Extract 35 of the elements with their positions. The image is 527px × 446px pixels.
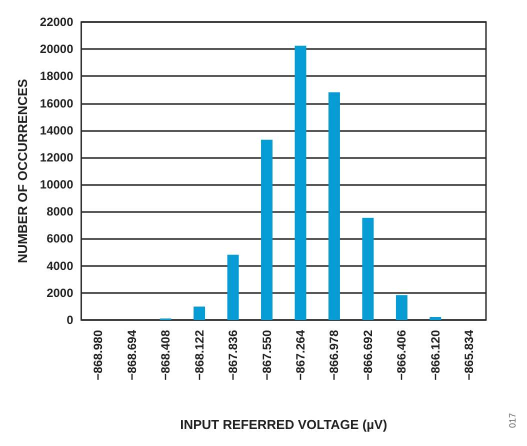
- x-tick-label: −867.264: [294, 330, 308, 380]
- x-tick-label: −868.122: [192, 330, 206, 380]
- y-axis-title: NUMBER OF OCCURRENCES: [15, 78, 30, 264]
- y-tick-label: 2000: [46, 286, 74, 300]
- y-tick-label: 12000: [40, 150, 74, 164]
- y-tick-label: 0: [66, 313, 74, 327]
- x-tick-label: −865.834: [462, 330, 476, 380]
- y-tick-label: 14000: [40, 123, 74, 138]
- y-tick-label: 6000: [46, 232, 74, 246]
- x-tick-label: −868.408: [158, 330, 173, 380]
- x-tick-label: −867.550: [260, 330, 274, 380]
- bar: [430, 317, 442, 320]
- bar: [194, 306, 206, 320]
- x-tick-label: −866.120: [428, 330, 442, 380]
- y-tick-label: 22000: [40, 15, 74, 29]
- bar: [261, 140, 273, 320]
- y-tick-label: 4000: [46, 258, 74, 273]
- y-tick-label: 20000: [40, 42, 74, 56]
- y-tick-label: 10000: [40, 178, 74, 192]
- bar: [294, 46, 306, 320]
- bar: [328, 92, 340, 320]
- x-tick-label: −866.692: [360, 330, 375, 380]
- bar: [396, 295, 408, 320]
- x-tick-label: −867.836: [226, 330, 240, 380]
- bar: [362, 218, 374, 320]
- text: 017: [508, 412, 518, 428]
- y-tick-label: 18000: [40, 69, 74, 84]
- x-tick-label: −868.694: [124, 330, 139, 380]
- bar: [227, 254, 239, 320]
- x-axis-title: INPUT REFERRED VOLTAGE (µV): [180, 417, 388, 432]
- x-tick-label: −866.978: [327, 330, 342, 380]
- y-tick-label: 8000: [46, 204, 74, 219]
- x-tick-label: −868.980: [91, 330, 106, 380]
- x-tick-label: −866.406: [394, 330, 409, 380]
- y-tick-label: 16000: [40, 96, 74, 110]
